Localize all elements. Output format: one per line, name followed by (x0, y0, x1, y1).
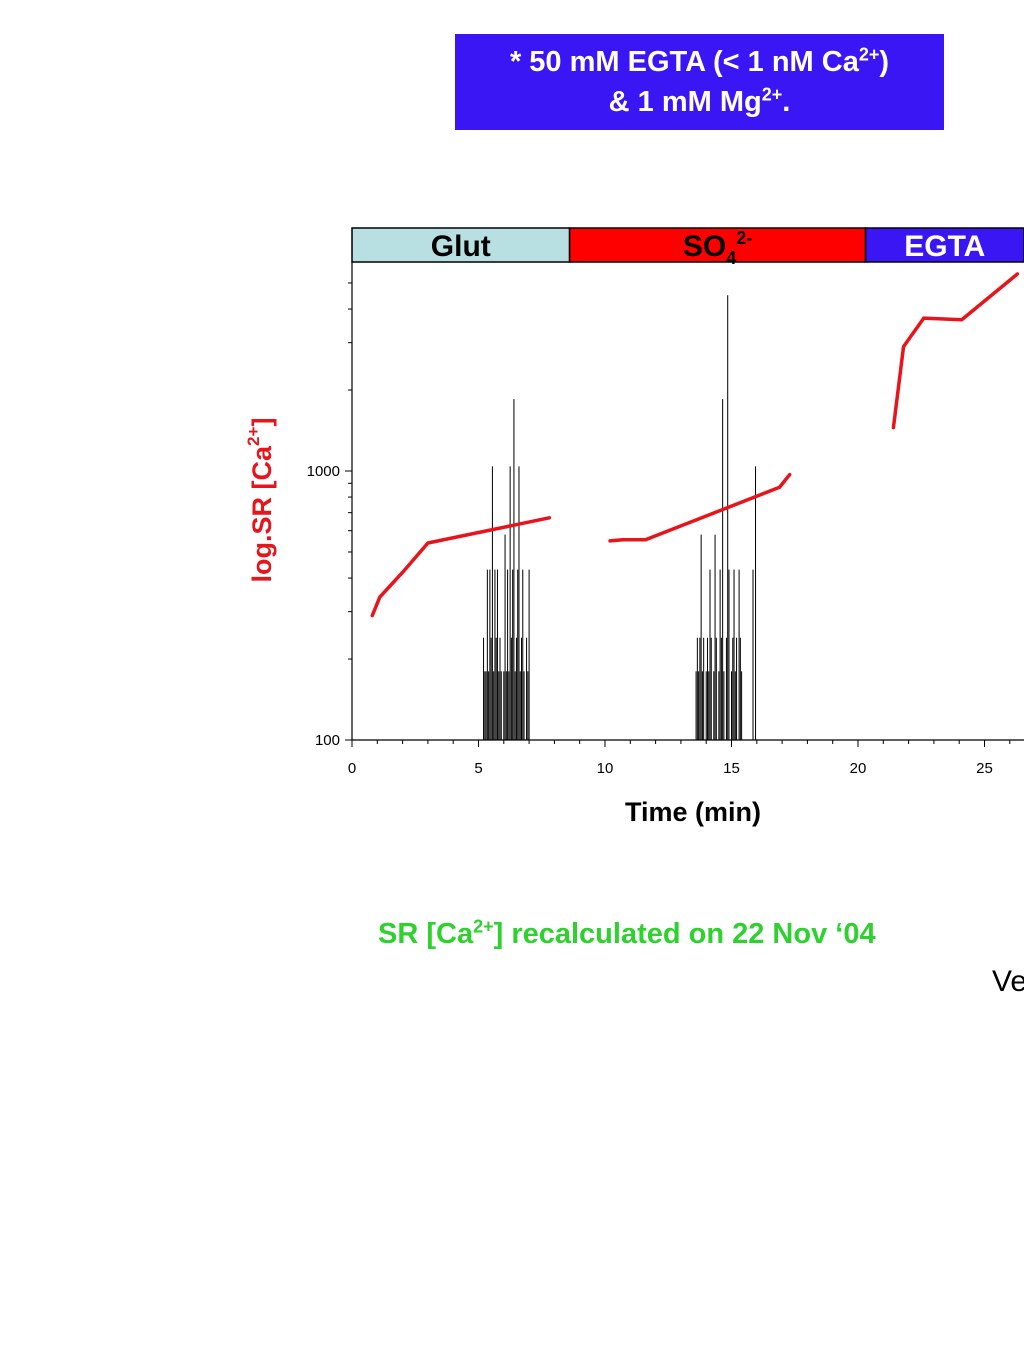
sr-line-segment-0 (370, 516, 552, 618)
x-tick-label: 15 (723, 760, 740, 777)
sr-line-segment-2 (891, 272, 1020, 430)
event-bars (483, 295, 757, 740)
x-tick-label: 25 (976, 760, 993, 777)
x-tick-label: 5 (474, 760, 482, 777)
y-axis-title: log.SR [Ca2+] (244, 418, 277, 583)
x-tick-label: 0 (348, 760, 356, 777)
y-tick-label: 1000 (307, 463, 340, 480)
chart: Glut SO42- EGTA 0 5 10 15 20 25 100 1000 Time (mi… (244, 227, 1024, 827)
note-line-2: & 1 mM Mg2+. (608, 84, 791, 118)
axes: 0 5 10 15 20 25 100 1000 (307, 262, 1024, 777)
x-tick-label: 10 (597, 760, 614, 777)
x-tick-label: 20 (850, 760, 867, 777)
band-label-2: EGTA (904, 230, 985, 263)
x-axis-title: Time (min) (625, 797, 761, 827)
band-2 (864, 227, 1024, 263)
band-label-1: SO42- (683, 228, 752, 268)
cut-off-text: Ve (992, 965, 1024, 998)
band-1 (568, 227, 867, 263)
note-line-1: * 50 mM EGTA (< 1 nM Ca2+) (509, 44, 890, 78)
sr-line-segment-1 (608, 472, 792, 543)
sr-calcium-series (370, 272, 1020, 618)
egta-note-box: * 50 mM EGTA (< 1 nM Ca2+) & 1 mM Mg2+. (455, 34, 944, 130)
recalculation-note: SR [Ca2+] recalculated on 22 Nov ‘04 (378, 916, 876, 950)
band-label-0: Glut (431, 230, 491, 263)
y-tick-label: 100 (315, 732, 340, 749)
solution-bands: Glut SO42- EGTA (351, 227, 1024, 268)
